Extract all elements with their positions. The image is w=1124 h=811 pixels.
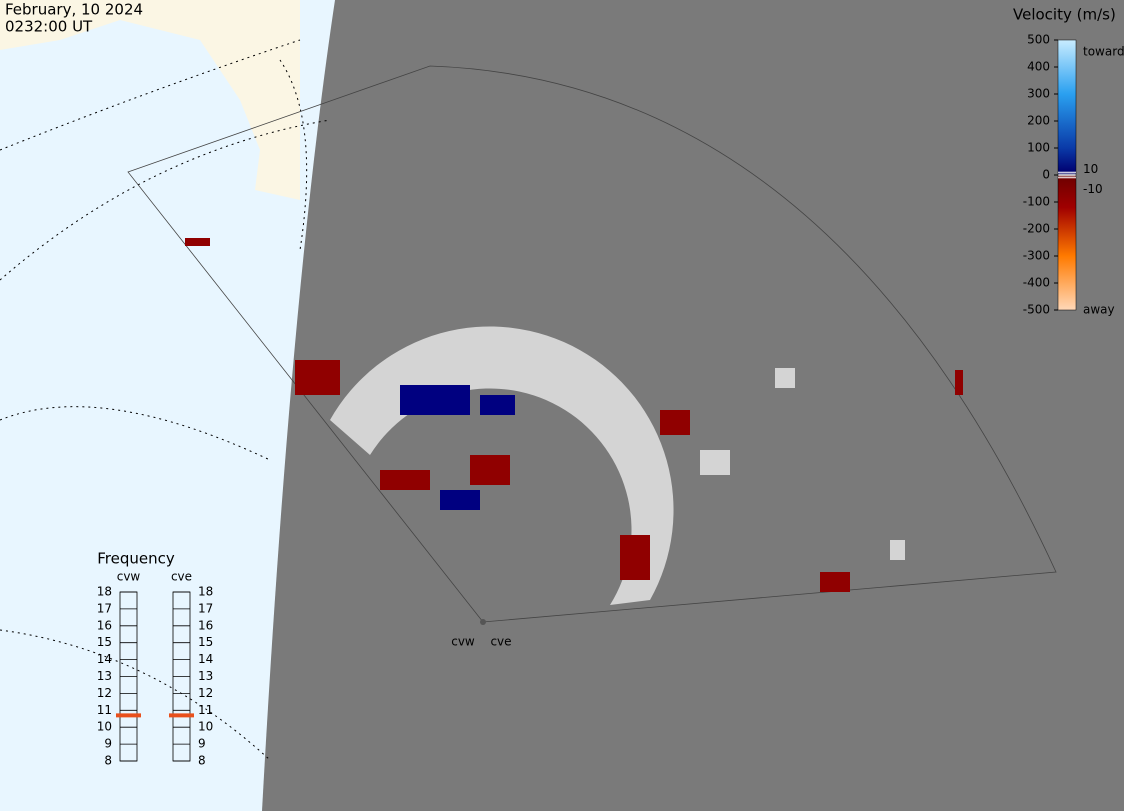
date: February, 10 2024 bbox=[5, 1, 143, 19]
velocity-tick-label: -500 bbox=[1023, 303, 1050, 317]
frequency-title: Frequency bbox=[97, 550, 175, 568]
frequency-tick-label: 14 bbox=[97, 652, 112, 666]
velocity-tick-label: -100 bbox=[1023, 195, 1050, 209]
velocity-tick-label: 500 bbox=[1027, 33, 1050, 47]
frequency-tick-label: 11 bbox=[198, 703, 213, 717]
frequency-tick-label: 15 bbox=[97, 635, 112, 649]
velocity-tick-label: -300 bbox=[1023, 249, 1050, 263]
frequency-tick-label: 14 bbox=[198, 652, 213, 666]
radar-site bbox=[480, 619, 486, 625]
frequency-tick-label: 13 bbox=[198, 669, 213, 683]
frequency-tick-label: 13 bbox=[97, 669, 112, 683]
velocity-tick-label: 300 bbox=[1027, 87, 1050, 101]
radar-label: cvw bbox=[451, 635, 475, 649]
frequency-tick-label: 8 bbox=[104, 754, 112, 768]
frequency-tick-label: 15 bbox=[198, 635, 213, 649]
time: 0232:00 UT bbox=[5, 18, 93, 36]
velocity-title: Velocity (m/s) bbox=[1013, 6, 1116, 24]
velocity-inner-label: -10 bbox=[1083, 182, 1103, 196]
velocity-tick-label: 400 bbox=[1027, 60, 1050, 74]
grid-lines bbox=[0, 39, 331, 761]
frequency-tick-label: 12 bbox=[97, 686, 112, 700]
radar-name: cve bbox=[171, 570, 192, 584]
frequency-tick-label: 18 bbox=[97, 585, 112, 599]
frequency-tick-label: 16 bbox=[97, 618, 112, 632]
frequency-tick-label: 9 bbox=[104, 737, 112, 751]
radar-fov bbox=[127, 65, 1057, 623]
away-label: away bbox=[1083, 303, 1115, 317]
toward-label: toward bbox=[1083, 45, 1124, 59]
velocity-tick-label: 0 bbox=[1042, 168, 1050, 182]
frequency-tick-label: 18 bbox=[198, 585, 213, 599]
velocity-tick-label: 200 bbox=[1027, 114, 1050, 128]
frequency-tick-label: 11 bbox=[97, 703, 112, 717]
frequency-tick-label: 10 bbox=[97, 720, 112, 734]
frequency-tick-label: 10 bbox=[198, 720, 213, 734]
radar-name: cvw bbox=[117, 570, 141, 584]
frequency-tick-label: 16 bbox=[198, 618, 213, 632]
velocity-inner-label: 10 bbox=[1083, 162, 1098, 176]
frequency-tick-label: 12 bbox=[198, 686, 213, 700]
frequency-tick-label: 17 bbox=[97, 601, 112, 615]
velocity-tick-label: -200 bbox=[1023, 222, 1050, 236]
land bbox=[0, 0, 300, 200]
frequency-tick-label: 8 bbox=[198, 754, 206, 768]
velocity-tick-label: -400 bbox=[1023, 276, 1050, 290]
frequency-tick-label: 17 bbox=[198, 601, 213, 615]
frequency-tick-label: 9 bbox=[198, 737, 206, 751]
colorbar bbox=[1057, 39, 1077, 311]
radar-label: cve bbox=[490, 635, 511, 649]
velocity-tick-label: 100 bbox=[1027, 141, 1050, 155]
day-region bbox=[262, 0, 1124, 811]
velocity-cells bbox=[185, 238, 963, 592]
